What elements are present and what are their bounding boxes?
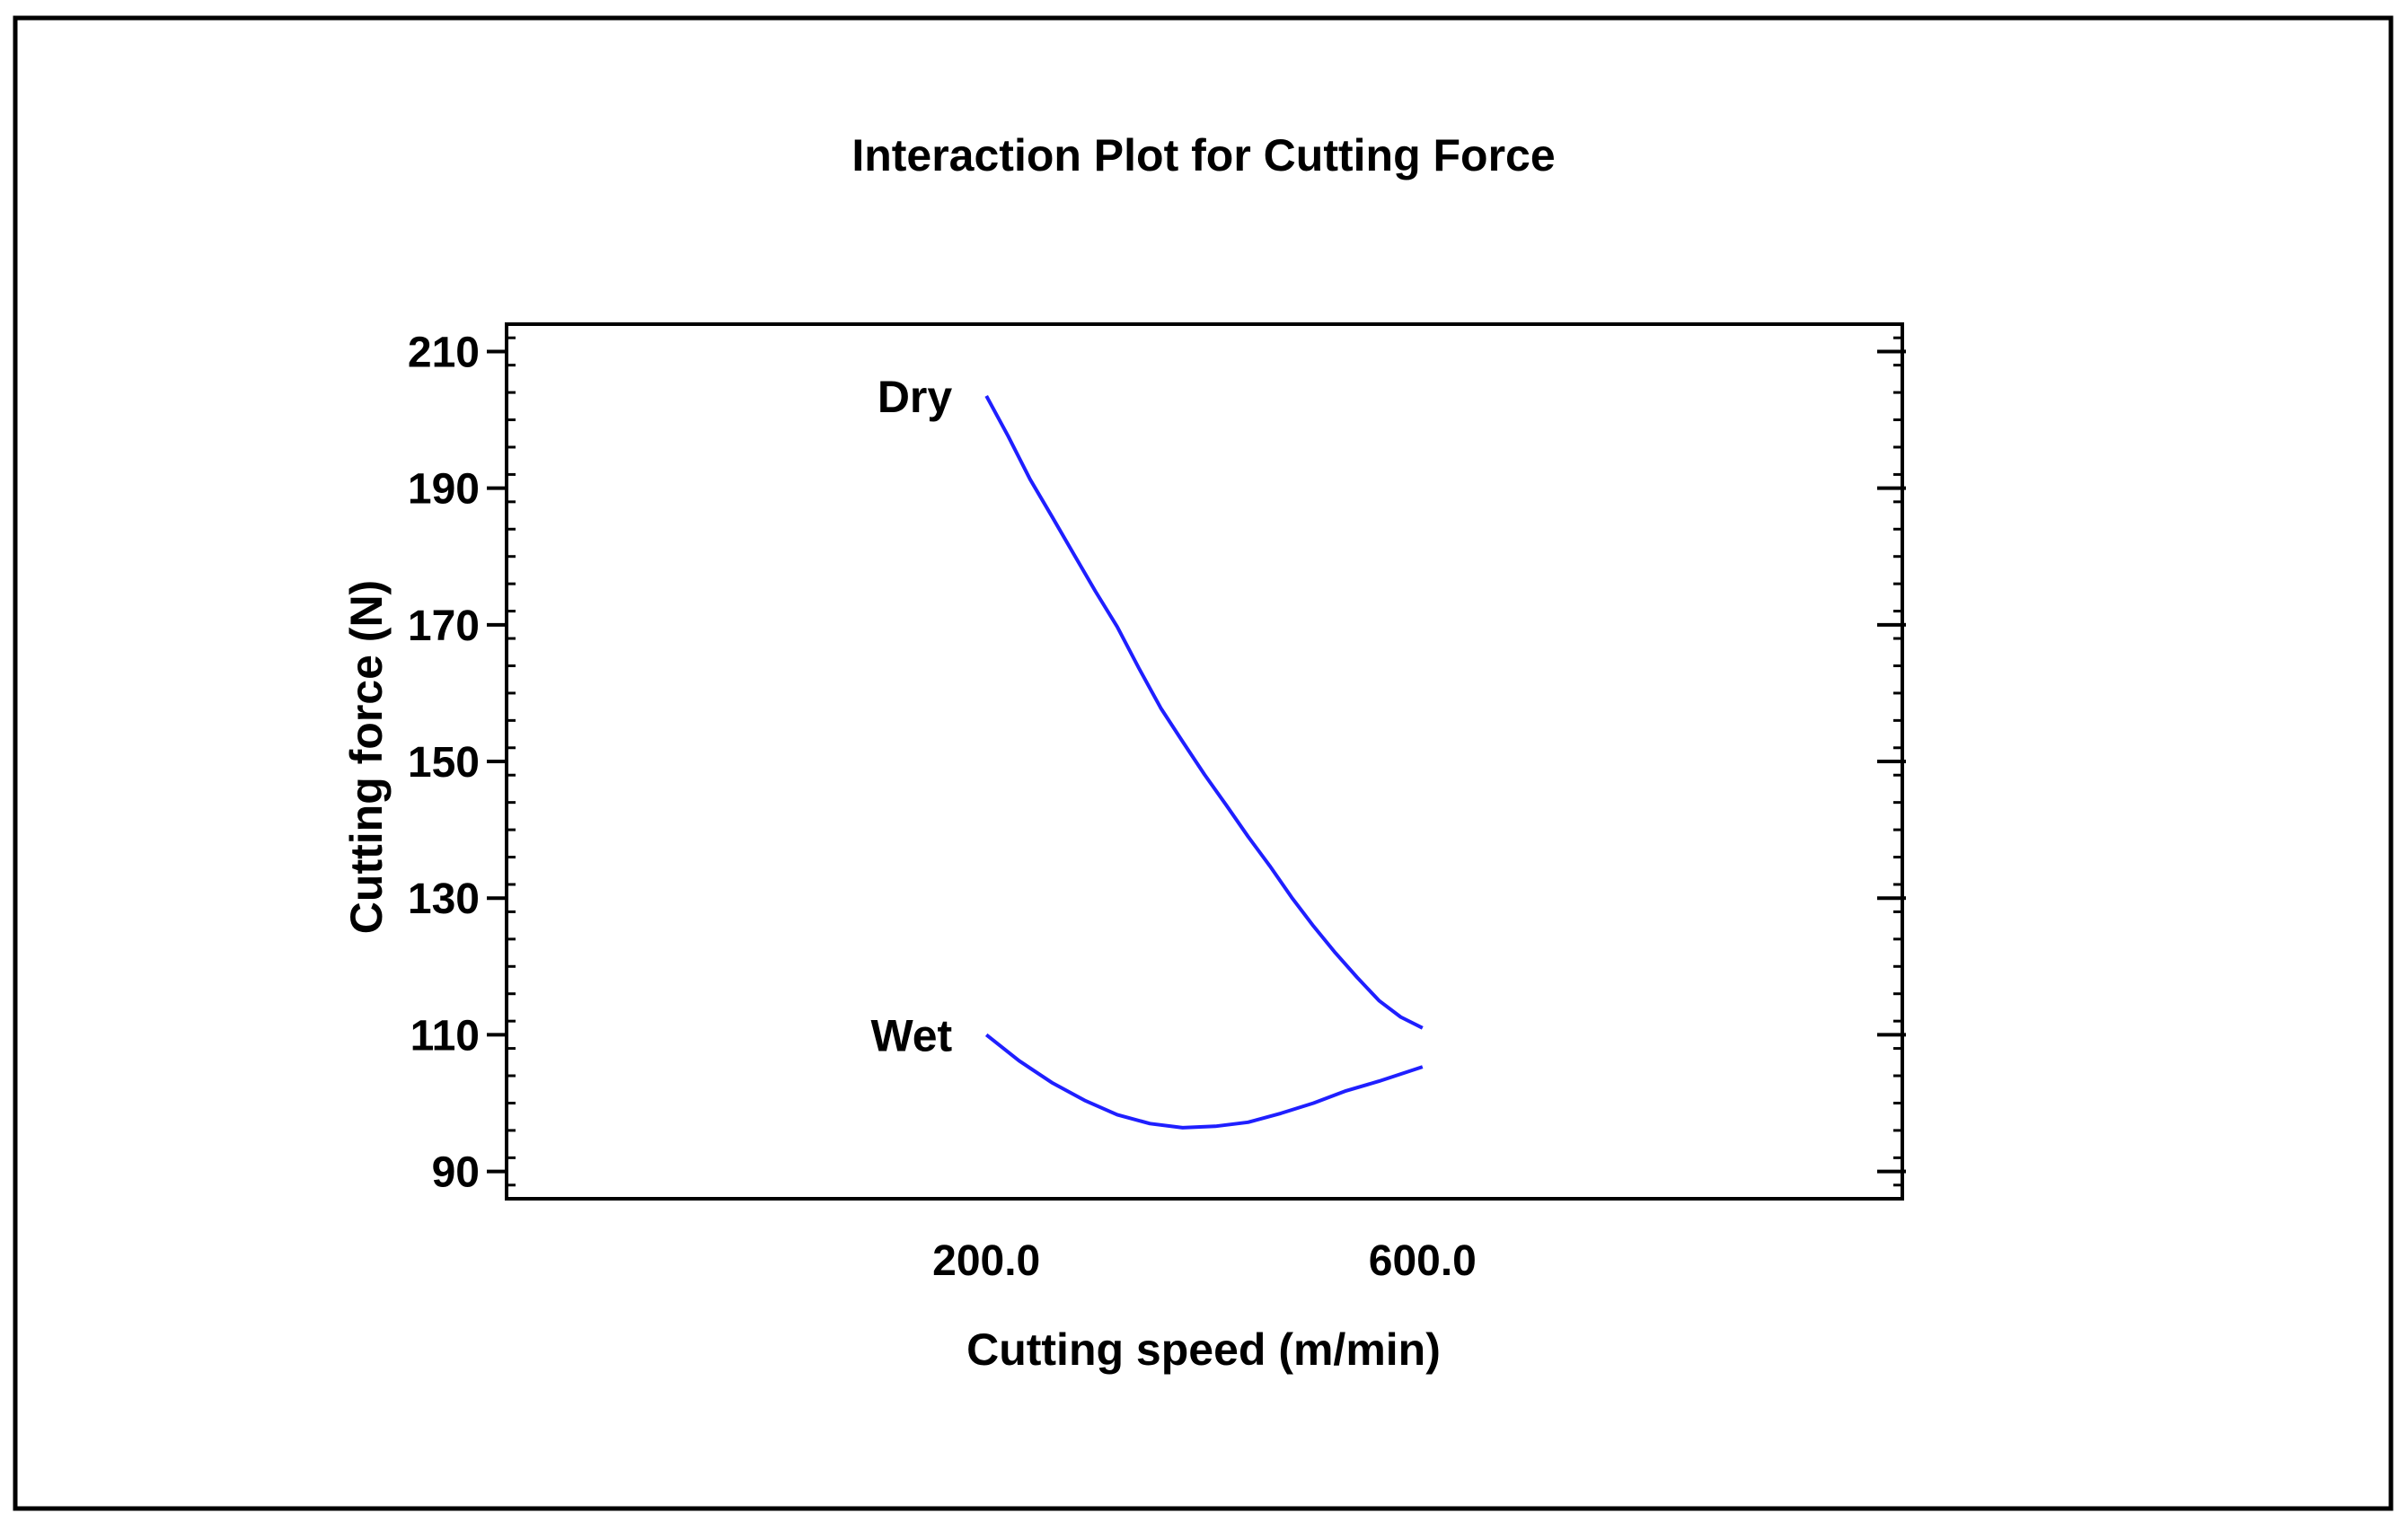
y-axis-ticks: 90 110 130 150 170 190 210 xyxy=(408,329,1906,1197)
series-label-wet: Wet xyxy=(870,1010,952,1060)
y-tick-label: 130 xyxy=(408,875,480,923)
x-tick-label: 200.0 xyxy=(932,1237,1040,1285)
y-tick-label: 110 xyxy=(410,1012,480,1060)
chart-title: Interaction Plot for Cutting Force xyxy=(851,130,1555,180)
series-lines: Dry Wet xyxy=(870,372,1424,1130)
x-axis-ticks: 200.0 600.0 xyxy=(932,1237,1477,1285)
x-tick-label: 600.0 xyxy=(1369,1237,1477,1285)
y-tick-label: 90 xyxy=(432,1149,480,1197)
x-axis-title: Cutting speed (m/min) xyxy=(966,1324,1441,1375)
series-label-dry: Dry xyxy=(878,372,953,422)
series-line-wet xyxy=(984,1033,1424,1130)
y-tick-label: 190 xyxy=(408,466,480,514)
y-tick-label: 210 xyxy=(408,329,480,376)
y-tick-label: 170 xyxy=(408,603,480,650)
series-line-dry xyxy=(984,394,1424,1030)
outer-frame xyxy=(13,15,2394,1511)
y-tick-label: 150 xyxy=(408,739,480,787)
y-axis-title: Cutting force (N) xyxy=(341,580,392,934)
